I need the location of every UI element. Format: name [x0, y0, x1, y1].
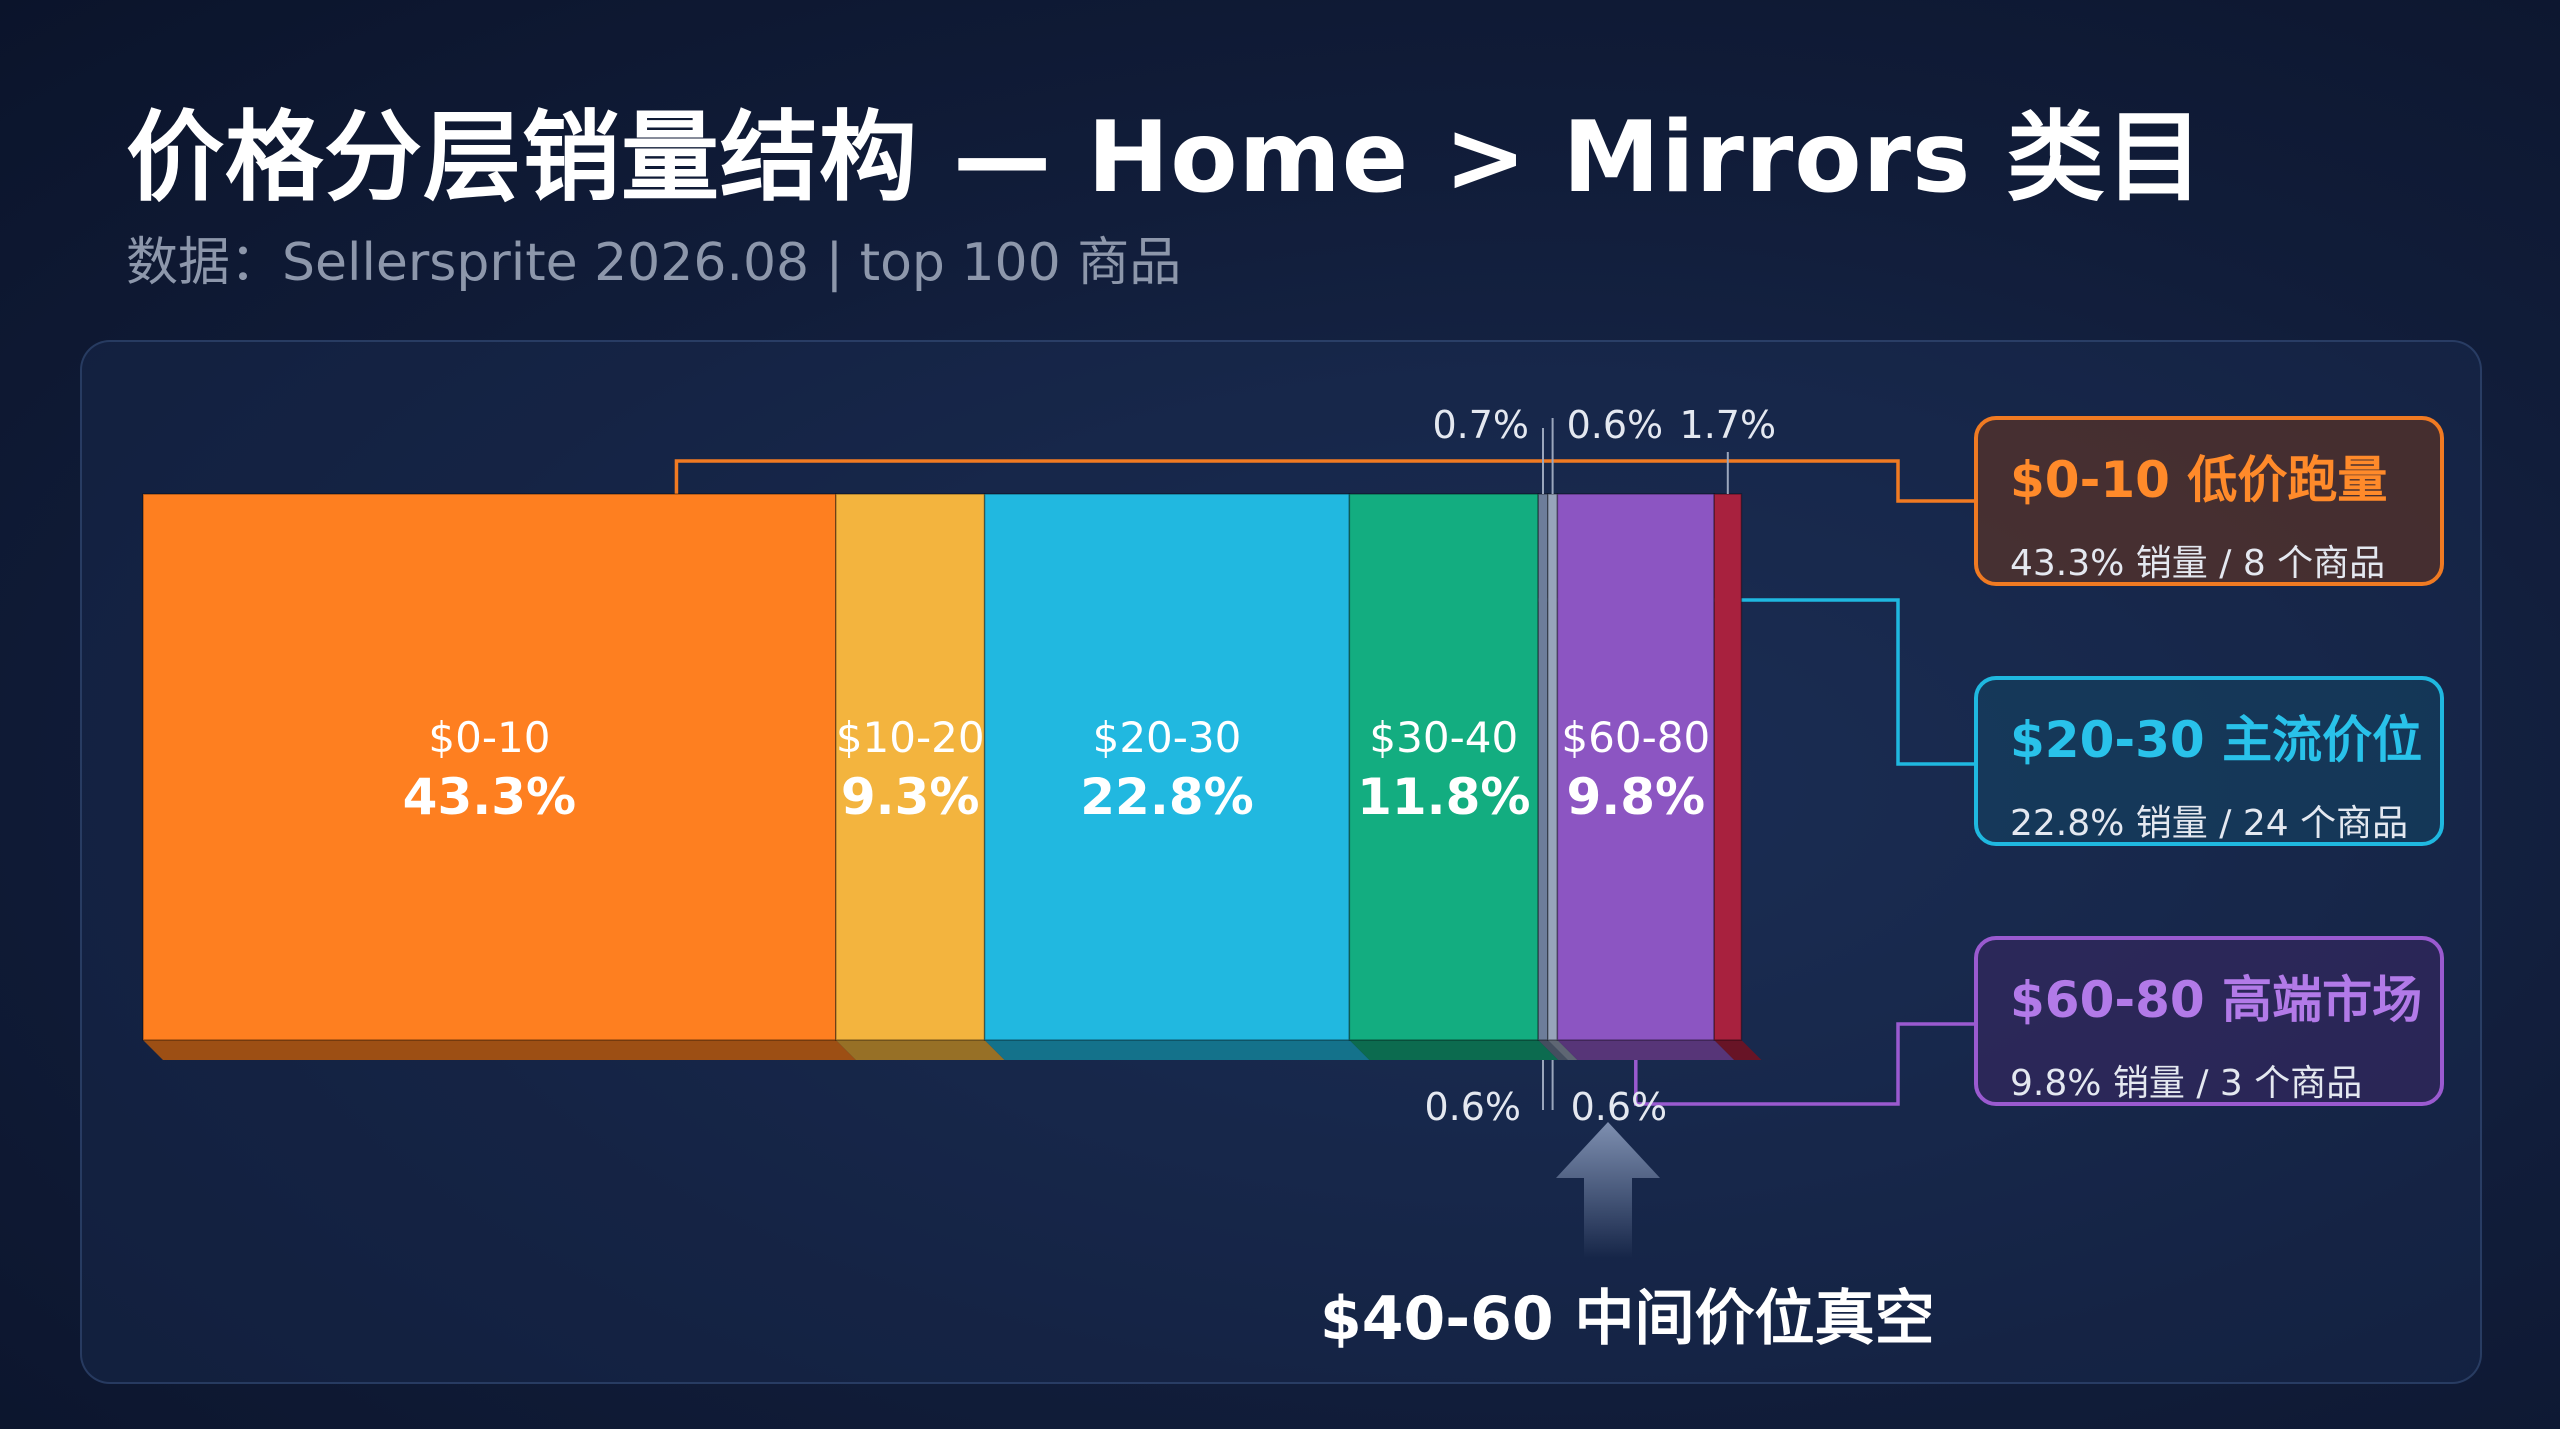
bar-value-label: 11.8% — [1357, 768, 1530, 826]
bar-category-label: $10-20 — [836, 713, 985, 762]
bar-rect — [142, 493, 837, 1041]
bar-value-label: 43.3% — [403, 768, 576, 826]
bar-value-label: 22.8% — [1080, 768, 1253, 826]
small-segment-label: 1.7% — [1680, 403, 1777, 447]
small-segment-label: 0.6% — [1571, 1085, 1668, 1129]
small-segment-label: 0.7% — [1432, 403, 1529, 447]
callout-mid-sub: 22.8% 销量 / 24 个商品 — [2010, 803, 2409, 844]
connector-low — [674, 459, 1974, 503]
bar-rect — [1556, 493, 1715, 1041]
bar-depth — [1557, 1040, 1735, 1060]
bar-depth — [1714, 1040, 1762, 1060]
small-segment-label: 0.6% — [1424, 1085, 1521, 1129]
callout-low-price: $0-10 低价跑量 43.3% 销量 / 8 个商品 — [1974, 416, 2444, 586]
chart-subtitle: 数据：Sellersprite 2026.08 | top 100 商品 — [126, 233, 1182, 293]
bar-category-label: $60-80 — [1561, 713, 1710, 762]
callout-mid-head: $20-30 主流价位 — [2010, 711, 2423, 769]
bar-value-label: 9.8% — [1566, 768, 1705, 826]
callout-low-head: $0-10 低价跑量 — [2010, 451, 2388, 509]
bar-depth — [1349, 1040, 1559, 1060]
bar-rect — [1713, 493, 1743, 1041]
bar-category-label: $30-40 — [1369, 713, 1518, 762]
small-segment-label: 0.6% — [1567, 403, 1664, 447]
vacuum-label: $40-60 中间价位真空 — [1320, 1284, 1935, 1354]
bar-depth — [1538, 1040, 1568, 1060]
chart-title: 价格分层销量结构 — Home > Mirrors 类目 — [126, 101, 2205, 215]
small-segment-labels: 0.7% 0.6% 1.7% 0.6% 0.6% — [1424, 403, 1776, 1129]
bar-labels: $0-10 43.3% $10-20 9.3% $20-30 22.8% $30-40 11.… — [403, 713, 1711, 826]
bar-segment-60-80 — [1556, 493, 1735, 1060]
vacuum-arrow — [1556, 1122, 1660, 1258]
callout-high-sub: 9.8% 销量 / 3 个商品 — [2010, 1063, 2363, 1104]
bar-segment-0-10 — [142, 493, 856, 1060]
up-arrow-icon — [1556, 1122, 1660, 1258]
bar-segments — [142, 493, 1762, 1060]
bar-depth — [835, 1040, 1005, 1060]
callout-high-head: $60-80 高端市场 — [2010, 971, 2423, 1029]
bar-depth — [143, 1040, 856, 1060]
bar-rect — [1547, 493, 1559, 1041]
callout-high-end: $60-80 高端市场 9.8% 销量 / 3 个商品 — [1974, 936, 2444, 1106]
callout-low-sub: 43.3% 销量 / 8 个商品 — [2010, 543, 2386, 584]
bar-rect — [835, 493, 986, 1041]
bar-rect — [1348, 493, 1539, 1041]
connector-high — [1634, 1022, 1974, 1106]
bar-segment-30-40 — [1348, 493, 1559, 1060]
bar-depth — [984, 1040, 1370, 1060]
bar-depth — [1547, 1040, 1578, 1060]
bar-segment-80 — [1713, 493, 1762, 1060]
bar-rect — [1537, 493, 1549, 1041]
bar-category-label: $0-10 — [428, 713, 550, 762]
bar-segment-20-30 — [983, 493, 1370, 1060]
bar-category-label: $20-30 — [1093, 713, 1242, 762]
callout-mainstream: $20-30 主流价位 22.8% 销量 / 24 个商品 — [1974, 676, 2444, 846]
bar-rect — [983, 493, 1351, 1041]
bar-value-label: 9.3% — [841, 768, 980, 826]
